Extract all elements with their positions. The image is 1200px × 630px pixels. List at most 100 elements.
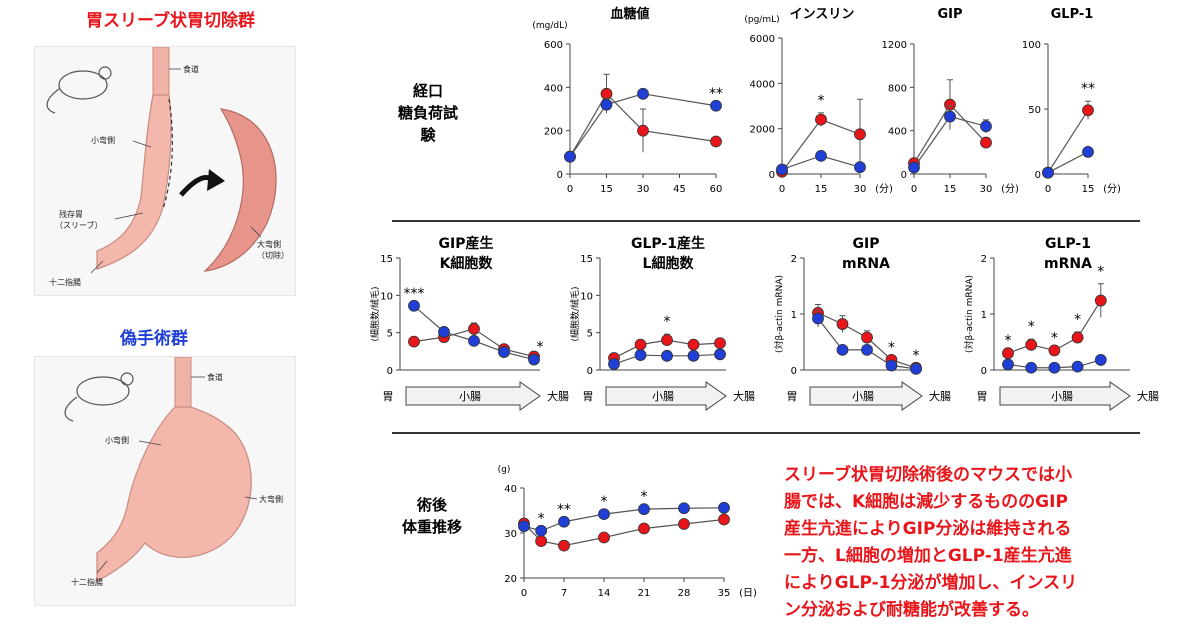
chart-subtitle: K細胞数: [440, 255, 494, 272]
series-line: [1047, 151, 1089, 174]
y-tick-label: 0: [791, 366, 797, 377]
sham-illustration: 食道 小弯側 大弯側 十二指腸: [34, 356, 296, 606]
label-greater-sub: （切除）: [257, 250, 289, 260]
data-point: [634, 349, 647, 361]
weight-row-label: 術後 体重推移: [400, 494, 464, 538]
significance-star: ***: [404, 286, 425, 302]
y-tick-label: 800: [888, 83, 907, 94]
chart-title: GLP-1: [1045, 236, 1091, 252]
data-point: [1002, 358, 1014, 371]
ogtt-row-label: 経口 糖負荷試験: [392, 80, 464, 146]
y-tick-label: 400: [888, 127, 907, 138]
y-tick-label: 1: [981, 310, 987, 321]
y-tick-label: 10: [380, 291, 393, 302]
y-tick-label: 1200: [882, 40, 907, 51]
colon-label: 大腸: [733, 389, 755, 403]
summary-text: スリーブ状胃切除術後のマウスでは小 腸では、K細胞は減少するもののGIP 産生亢…: [784, 462, 1144, 624]
data-point: [944, 110, 956, 123]
y-unit-label: (mg/dL): [532, 21, 567, 31]
significance-star: *: [1028, 319, 1035, 335]
x-tick-label: 15: [944, 184, 957, 195]
data-point: [714, 337, 726, 350]
chart-title: GLP-1: [1051, 7, 1094, 22]
data-point: [815, 149, 827, 162]
y-tick-label: 1: [791, 310, 797, 321]
data-point: [608, 358, 620, 370]
data-point: [678, 502, 690, 515]
x-tick-label: 28: [678, 588, 691, 599]
data-point: [714, 348, 726, 361]
x-tick-label: 35: [718, 588, 731, 599]
significance-star: *: [1051, 330, 1058, 346]
y-axis-label: (細胞数/絨毛): [569, 286, 581, 341]
data-point: [1094, 354, 1107, 366]
significance-star: *: [664, 314, 671, 330]
y-tick-label: 600: [544, 40, 563, 51]
y-tick-label: 100: [1022, 40, 1041, 51]
significance-star: *: [641, 489, 648, 505]
x-tick-label: 0: [521, 588, 527, 599]
x-unit-label: (日): [739, 588, 757, 599]
y-tick-label: 10: [580, 291, 593, 302]
significance-star: *: [1074, 312, 1081, 328]
x-tick-label: 0: [779, 184, 785, 195]
chart-subtitle: mRNA: [1044, 256, 1092, 272]
weight-label-line2: 体重推移: [401, 518, 462, 536]
chart-subtitle: mRNA: [842, 256, 890, 272]
sham-stomach-drawing: 食道 小弯側 大弯側 十二指腸: [64, 356, 283, 587]
data-point: [678, 518, 690, 530]
data-point: [564, 150, 576, 163]
data-point: [854, 128, 866, 141]
label-esophagus: 食道: [207, 372, 223, 382]
y-tick-label: 2000: [750, 125, 775, 136]
series-line: [569, 93, 717, 158]
significance-star: *: [601, 494, 608, 510]
y-tick-label: 15: [580, 254, 593, 265]
label-duodenum: 十二指腸: [71, 577, 103, 587]
y-tick-label: 0: [557, 170, 563, 181]
data-point: [854, 161, 866, 174]
data-point: [408, 335, 420, 348]
small-intestine-arrow: [605, 381, 727, 411]
data-point: [600, 98, 613, 111]
y-tick-label: 2: [981, 254, 987, 265]
significance-star: *: [913, 348, 920, 364]
resected-greater-curvature: [203, 108, 277, 272]
y-axis-label: (対β-actin mRNA): [773, 275, 785, 353]
y-tick-label: 4000: [750, 79, 775, 90]
significance-star: *: [888, 340, 895, 356]
label-lesser-curvature: 小弯側: [105, 435, 129, 445]
stomach-label: 胃: [583, 390, 594, 403]
y-tick-label: 15: [380, 254, 393, 265]
mouse-icon: [46, 66, 112, 114]
x-unit-label: (分): [875, 183, 893, 195]
data-point: [498, 346, 510, 358]
significance-star: *: [1005, 333, 1012, 349]
data-point: [687, 349, 700, 362]
sleeve-stomach-drawing: 食道 小弯側 残存胃 （スリーブ） 十二指腸 大弯側 （切除）: [46, 46, 289, 287]
sleeve-stomach: [96, 94, 172, 270]
data-point: [1071, 331, 1084, 344]
data-point: [1042, 166, 1054, 179]
y-tick-label: 0: [587, 366, 593, 377]
chart-subtitle: L細胞数: [643, 255, 695, 272]
data-point: [1048, 344, 1061, 357]
data-point: [558, 515, 570, 528]
y-tick-label: 5: [387, 329, 393, 340]
y-axis-label: (細胞数/絨毛): [369, 286, 381, 341]
ogtt-label-line2: 糖負荷試験: [397, 104, 458, 144]
y-tick-label: 0: [981, 366, 987, 377]
label-remnant-sub: （スリーブ）: [55, 220, 103, 230]
data-point: [518, 520, 530, 533]
y-tick-label: 20: [504, 574, 517, 585]
data-point: [468, 323, 480, 335]
data-point: [836, 318, 849, 330]
significance-star: *: [818, 93, 825, 109]
data-point: [1094, 294, 1107, 307]
summary-line: スリーブ状胃切除術後のマウスでは小: [784, 465, 1072, 485]
ogtt-label-line1: 経口: [412, 82, 443, 100]
data-point: [776, 163, 788, 176]
x-tick-label: 30: [854, 184, 867, 195]
y-axis-label: (対β-actin mRNA): [963, 275, 975, 353]
